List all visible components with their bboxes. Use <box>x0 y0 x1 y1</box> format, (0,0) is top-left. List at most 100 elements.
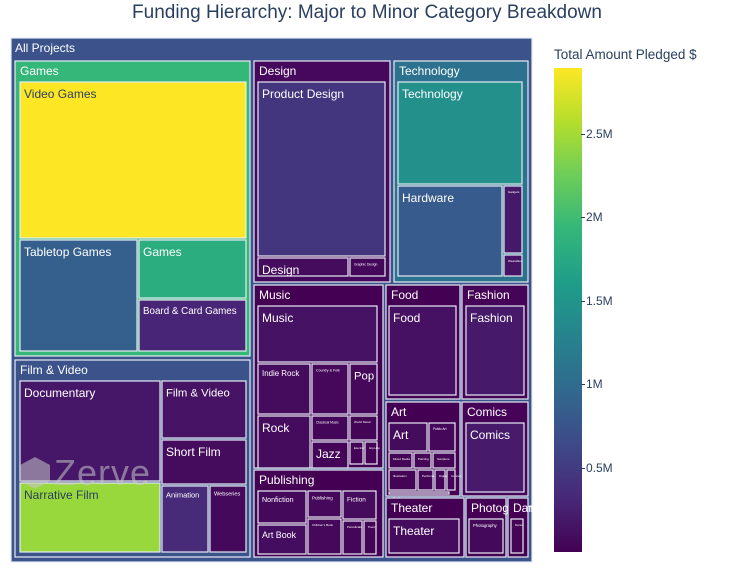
leaf-tile-theater-theater[interactable] <box>388 518 460 554</box>
leaf-tile-music-pop[interactable] <box>349 363 378 415</box>
leaf-label-games-tabletop-games: Tabletop Games <box>24 245 111 259</box>
leaf-tile-film-and-video-film-and-video[interactable] <box>161 380 247 439</box>
leaf-tile-film-and-video-short-film[interactable] <box>161 439 247 485</box>
leaf-label-design-design: Design <box>262 263 299 277</box>
category-label-theater: Theater <box>391 501 432 515</box>
leaf-label-publishing-art-book: Art Book <box>262 530 297 540</box>
leaf-label-film-and-video-documentary: Documentary <box>24 386 95 400</box>
leaf-tile-games-board-and-card-games[interactable] <box>138 299 247 352</box>
leaf-tile-music-country-and-folk[interactable] <box>311 363 349 415</box>
leaf-tile-music-classical-music[interactable] <box>311 415 349 441</box>
leaf-tile-art-art[interactable] <box>388 422 428 452</box>
leaf-tile-publishing-periodicals[interactable] <box>342 520 363 555</box>
leaf-tile-publishing-art-book[interactable] <box>257 524 307 555</box>
leaf-tile-art-conceptual-art[interactable] <box>446 469 456 491</box>
leaf-label-technology-wearables: Wearables <box>508 259 523 263</box>
colorbar-tick-1-5m: 1.5M <box>581 293 613 308</box>
leaf-tile-art-sculpture[interactable] <box>432 452 456 469</box>
leaf-tile-photography-photography[interactable] <box>468 518 504 554</box>
category-label-technology: Technology <box>399 64 460 78</box>
leaf-tile-publishing-children-s-book[interactable] <box>307 518 342 555</box>
leaf-label-technology-gadgets: Gadgets <box>508 190 520 194</box>
colorbar-tick-1m: 1M <box>581 377 603 392</box>
leaf-tile-comics-comics[interactable] <box>465 422 525 493</box>
leaf-label-technology-technology: Technology <box>402 87 463 101</box>
leaf-tile-design-graphic-design[interactable] <box>349 257 386 277</box>
leaf-label-publishing-children-s-book: Children's Book <box>312 523 333 527</box>
leaf-label-film-and-video-short-film: Short Film <box>166 445 221 459</box>
leaf-tile-technology-gadgets[interactable] <box>503 185 523 254</box>
leaf-label-music-classical-music: Classical Music <box>316 420 339 424</box>
leaf-tile-art-textiles[interactable] <box>388 491 450 495</box>
leaf-tile-fashion-fashion[interactable] <box>465 305 525 396</box>
leaf-tile-dance-dance[interactable] <box>510 518 524 554</box>
leaf-label-publishing-publishing: Publishing <box>312 495 333 500</box>
leaf-tile-art-painting[interactable] <box>413 452 432 469</box>
leaf-tile-film-and-video-webseries[interactable] <box>209 485 247 553</box>
leaf-tile-art-illustration[interactable] <box>388 469 417 491</box>
leaf-tile-art-digital-art[interactable] <box>434 469 446 491</box>
leaf-tile-publishing-publishing[interactable] <box>307 490 342 518</box>
leaf-label-publishing-fiction: Fiction <box>347 496 366 503</box>
leaf-label-publishing-nonfiction: Nonfiction <box>262 496 294 504</box>
leaf-tile-music-hip-hop[interactable] <box>364 441 378 465</box>
leaf-label-music-indie-rock: Indie Rock <box>262 369 299 378</box>
leaf-label-art-performance-art: Performance Art <box>422 474 444 478</box>
leaf-tile-music-rock[interactable] <box>257 415 311 469</box>
leaf-tile-music-world-music[interactable] <box>349 415 378 441</box>
leaf-label-technology-hardware: Hardware <box>402 191 454 205</box>
leaf-label-art-public-art: Public Art <box>433 427 447 431</box>
leaf-tile-music-music[interactable] <box>257 305 378 363</box>
leaf-label-games-board-and-card-games: Board & Card Games <box>143 306 237 317</box>
leaf-tile-technology-hardware[interactable] <box>397 185 503 277</box>
leaf-label-film-and-video-animation: Animation <box>166 491 199 500</box>
leaf-label-design-product-design: Product Design <box>262 87 344 101</box>
category-label-publishing: Publishing <box>259 473 314 487</box>
leaf-tile-art-performance-art[interactable] <box>417 469 434 491</box>
leaf-label-fashion-fashion: Fashion <box>470 311 513 325</box>
leaf-label-publishing-poetry: Poetry <box>368 525 377 529</box>
leaf-label-art-sculpture: Sculpture <box>437 457 450 461</box>
leaf-tile-technology-technology[interactable] <box>397 81 523 185</box>
leaf-label-games-video-games: Video Games <box>24 87 97 101</box>
leaf-label-music-pop: Pop <box>354 370 374 382</box>
leaf-tile-music-electronic-music[interactable] <box>349 441 364 465</box>
colorbar <box>554 68 582 552</box>
leaf-tile-art-mixed-media[interactable] <box>388 452 413 469</box>
leaf-tile-food-food[interactable] <box>388 305 457 396</box>
treemap-root-label: All Projects <box>15 41 75 55</box>
leaf-tile-design-design[interactable] <box>257 257 349 277</box>
leaf-label-art-illustration: Illustration <box>393 474 407 478</box>
leaf-label-film-and-video-narrative-film: Narrative Film <box>24 488 99 502</box>
leaf-tile-technology-wearables[interactable] <box>503 254 523 277</box>
leaf-tile-publishing-nonfiction[interactable] <box>257 490 307 524</box>
leaf-tile-publishing-fiction[interactable] <box>342 490 377 520</box>
leaf-label-art-mixed-media: Mixed Media <box>393 457 410 461</box>
leaf-tile-games-tabletop-games[interactable] <box>19 239 138 352</box>
leaf-tile-music-indie-rock[interactable] <box>257 363 311 415</box>
leaf-tile-design-product-design[interactable] <box>257 81 386 257</box>
leaf-tile-games-games[interactable] <box>138 239 247 299</box>
leaf-tile-games-video-games[interactable] <box>19 81 247 239</box>
leaf-label-dance-dance: Dance <box>515 523 524 527</box>
leaf-label-music-world-music: World Music <box>354 420 371 424</box>
category-label-film-and-video: Film & Video <box>20 363 88 377</box>
leaf-label-art-digital-art: Digital Art <box>439 474 452 478</box>
leaf-label-music-music: Music <box>262 311 293 325</box>
leaf-tile-film-and-video-animation[interactable] <box>161 485 209 553</box>
colorbar-tick-2m: 2M <box>581 210 603 225</box>
leaf-label-music-rock: Rock <box>262 421 290 435</box>
leaf-tile-publishing-poetry[interactable] <box>363 520 377 555</box>
leaf-tile-music-jazz[interactable] <box>311 441 349 469</box>
leaf-label-art-painting: Painting <box>418 457 429 461</box>
leaf-label-art-art: Art <box>393 428 409 442</box>
category-label-design: Design <box>259 64 296 78</box>
category-label-art: Art <box>391 405 407 419</box>
leaf-label-photography-photography: Photography <box>473 523 498 528</box>
leaf-label-film-and-video-film-and-video: Film & Video <box>166 387 230 399</box>
leaf-tile-film-and-video-narrative-film[interactable] <box>19 482 161 553</box>
leaf-label-comics-comics: Comics <box>470 428 510 442</box>
leaf-tile-art-public-art[interactable] <box>428 422 456 452</box>
leaf-label-theater-theater: Theater <box>393 524 434 538</box>
